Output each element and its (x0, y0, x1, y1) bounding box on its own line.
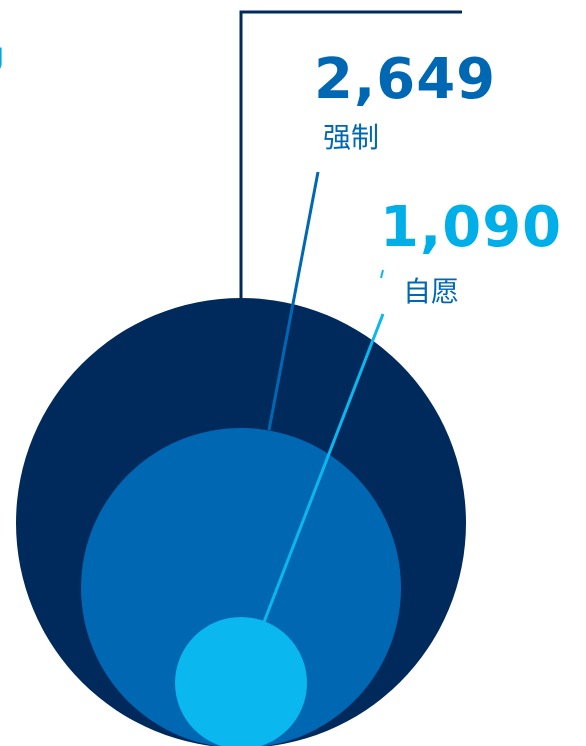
voluntary-leader-line (262, 313, 385, 623)
partial-glyph-text: J (0, 44, 4, 78)
partial-cut-glyph: J (0, 44, 18, 80)
voluntary-value-label: 1,090 (380, 195, 563, 260)
voluntary-circle (175, 617, 307, 746)
voluntary-leader-tick (380, 269, 384, 279)
mandatory-circle (81, 428, 401, 746)
mandatory-category-label: 强制 (323, 121, 380, 154)
voluntary-category-label: 自愿 (403, 275, 460, 308)
mandatory-leader-line (267, 171, 320, 431)
outer-leader-line (239, 10, 462, 300)
mandatory-value-label: 2,649 (314, 47, 497, 112)
